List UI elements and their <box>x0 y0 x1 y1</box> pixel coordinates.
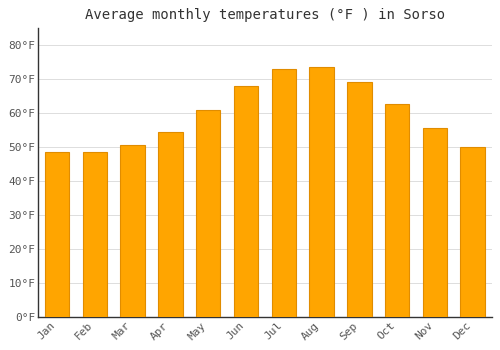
Bar <box>44 152 70 317</box>
Bar <box>347 82 372 317</box>
Bar <box>460 147 485 317</box>
Bar <box>158 132 182 317</box>
Bar <box>422 128 448 317</box>
Bar <box>385 104 409 317</box>
Title: Average monthly temperatures (°F ) in Sorso: Average monthly temperatures (°F ) in So… <box>85 8 445 22</box>
Bar <box>310 67 334 317</box>
Bar <box>196 110 220 317</box>
Bar <box>234 86 258 317</box>
Bar <box>120 145 145 317</box>
Bar <box>272 69 296 317</box>
Bar <box>82 152 107 317</box>
